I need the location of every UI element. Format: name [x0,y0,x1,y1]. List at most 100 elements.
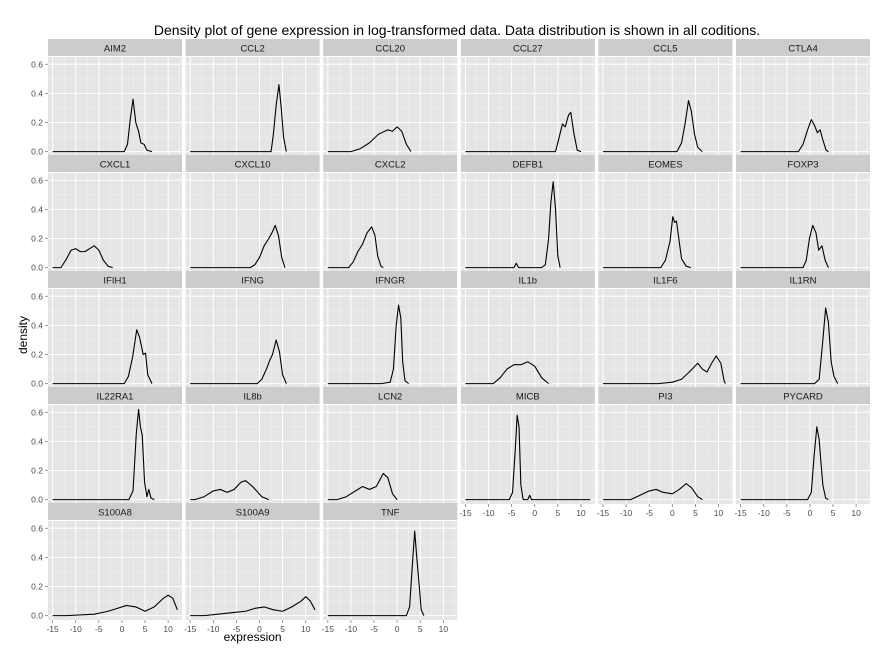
facet-strip [48,155,182,172]
facet-strip-label: CCL2 [240,44,264,55]
density-curve [190,596,316,617]
facet-panel: IL8b [185,387,320,504]
facet-panel: PYCARD -15 -10 -5 0 5 10 [734,387,870,518]
panel-background [185,289,320,388]
x-tick-label: 5 [693,508,698,518]
panel-background [598,405,733,504]
x-tick-label: 10 [851,508,861,518]
facet-panel: IL1RN [736,271,870,388]
facet-strip-label: IL1RN [790,276,817,287]
x-tick-label: -10 [70,624,83,634]
panel-background [598,289,733,388]
y-tick-label: 0.4 [31,436,43,446]
x-tick-label: -5 [95,624,103,634]
facet-strip [460,387,595,404]
x-tick-label: 10 [576,508,586,518]
x-tick-label: 0 [395,624,400,634]
facet-strip [598,387,733,404]
x-tick-label: 10 [163,624,173,634]
y-tick-label: 0.6 [31,523,43,533]
y-tick-label: 0.6 [31,407,43,417]
x-tick-label: 5 [143,624,148,634]
facet-panel: CTLA4 [736,39,870,156]
panel-background [736,173,870,272]
facet-strip [323,155,458,172]
facet-strip-label: CCL5 [653,44,677,55]
density-curve [740,224,829,269]
facet-strip [185,387,320,404]
facet-strip-label: AIM2 [104,44,126,55]
x-tick-label: -10 [207,624,220,634]
x-tick-label: -15 [322,624,335,634]
y-tick-label: 0.0 [31,495,43,505]
facet-strip [323,503,458,520]
panel-background [185,405,320,504]
y-tick-label: 0.4 [31,204,43,214]
panel-background [598,57,733,156]
density-curve [740,426,829,501]
panel-background [736,57,870,156]
x-tick-label: 0 [808,508,813,518]
facet-strip-label: IL1F6 [653,276,677,287]
facet-panel: DEFB1 [460,155,595,272]
facet-strip-label: DEFB1 [512,160,543,171]
panel-background [598,173,733,272]
facet-strip-label: CCL20 [375,44,405,55]
panel-background [460,57,595,156]
density-curve [327,226,384,269]
facet-strip-label: EOMES [648,160,682,171]
panel-background [48,405,182,504]
facet-panel: CCL2 [185,39,320,156]
density-curve [52,594,178,617]
x-tick-label: -10 [758,508,771,518]
density-curve [52,408,155,501]
facet-strip [736,155,870,172]
facet-strip [598,39,733,56]
density-curve [465,111,582,153]
x-tick-label: -5 [233,624,241,634]
facet-strip-label: S100A9 [236,508,270,519]
facet-strip [323,271,458,288]
facet-strip [48,503,182,520]
facet-strip-label: CTLA4 [788,44,818,55]
facet-strip [736,39,870,56]
facet-strip [460,271,595,288]
facet-strip [736,387,870,404]
facet-strip [185,503,320,520]
facet-panel: LCN2 [323,387,458,504]
facet-panel: TNF -15 -10 -5 0 5 10 [322,503,458,634]
facet-strip [48,387,182,404]
facet-strip-label: PI3 [658,392,672,403]
y-tick-label: 0.2 [31,466,43,476]
y-tick-label: 0.6 [31,59,43,69]
x-tick-label: 5 [418,624,423,634]
x-tick-label: 0 [120,624,125,634]
x-tick-label: -10 [482,508,495,518]
y-tick-label: 0.0 [31,147,43,157]
facet-strip-label: CXCL1 [100,160,131,171]
density-curve [327,530,425,617]
y-tick-label: 0.2 [31,350,43,360]
y-tick-label: 0.0 [31,379,43,389]
density-curve [603,355,726,385]
x-axis-label: expression [224,630,282,644]
facet-strip [460,39,595,56]
facet-panel: IFNGR [323,271,458,388]
panel-background [323,173,458,272]
facet-strip-label: IL8b [243,392,262,403]
density-curve [52,329,153,385]
x-tick-label: 0 [532,508,537,518]
chart-title: Density plot of gene expression in log-t… [154,22,760,38]
panel-background [185,173,320,272]
x-tick-label: 0 [670,508,675,518]
panel-background [460,405,595,504]
density-curve [52,98,153,153]
panel-background [323,405,458,504]
facet-strip-label: IL1b [519,276,538,287]
y-tick-label: 0.6 [31,291,43,301]
density-curve [740,119,829,153]
x-tick-label: 5 [280,624,285,634]
density-curve [327,472,398,501]
facet-panel: CXCL1 0.0 0.2 0.4 0.6 [31,155,182,273]
